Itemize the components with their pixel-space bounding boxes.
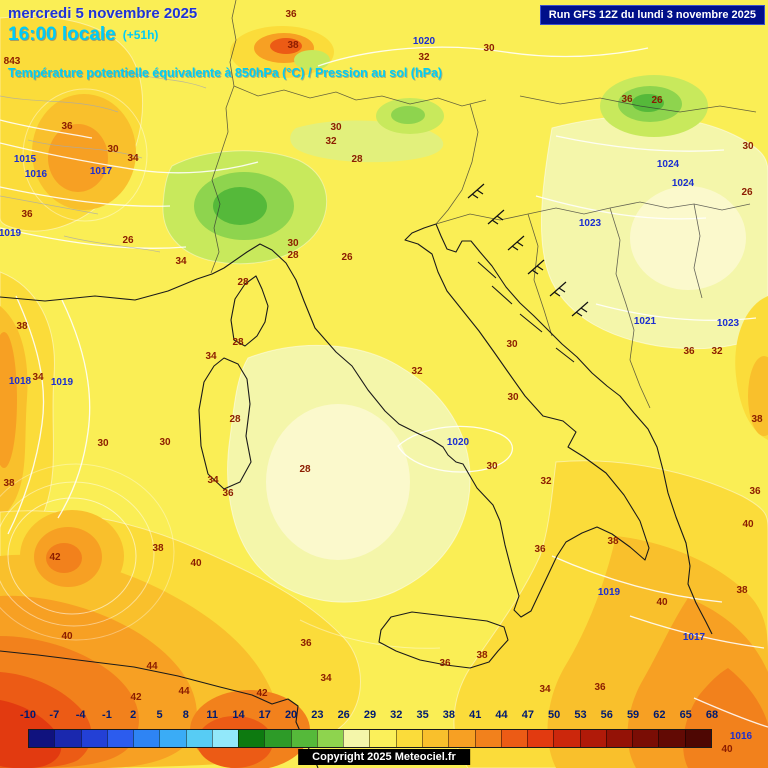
admin-lines bbox=[0, 69, 207, 253]
scale-cell bbox=[658, 730, 685, 747]
scale-tick: 62 bbox=[653, 709, 666, 721]
scale-tick: 35 bbox=[416, 709, 429, 721]
scale-tick: 29 bbox=[363, 709, 377, 721]
contour-rings bbox=[0, 88, 441, 649]
header-offset: (+51h) bbox=[122, 28, 159, 42]
scale-cell bbox=[159, 730, 186, 747]
header-date: mercredi 5 novembre 2025 bbox=[8, 5, 198, 22]
scale-tick: 14 bbox=[232, 709, 245, 721]
scale-tick: 65 bbox=[679, 709, 692, 721]
scale-cell bbox=[133, 730, 160, 747]
wind-barb-icons bbox=[467, 183, 589, 317]
scale-tick: 56 bbox=[600, 709, 613, 721]
scale-tick: 8 bbox=[182, 709, 189, 721]
scale-tick: 2 bbox=[130, 709, 137, 721]
scale-tick: 41 bbox=[469, 709, 482, 721]
scale-cell bbox=[54, 730, 81, 747]
scale-tick: 26 bbox=[337, 709, 350, 721]
scale-tick: 23 bbox=[311, 709, 324, 721]
run-info-badge: Run GFS 12Z du lundi 3 novembre 2025 bbox=[539, 5, 765, 25]
scale-cell bbox=[29, 730, 55, 747]
scale-tick: 44 bbox=[495, 709, 508, 721]
scale-cell bbox=[80, 730, 107, 747]
header-time: 16:00 locale bbox=[8, 24, 116, 45]
scale-tick: 20 bbox=[284, 709, 298, 721]
scale-cell bbox=[605, 730, 633, 747]
scale-tick: -7 bbox=[49, 709, 60, 721]
scale-tick: 53 bbox=[574, 709, 587, 721]
scale-tick: 38 bbox=[442, 709, 456, 721]
scale-cell bbox=[632, 730, 659, 747]
scale-tick: 32 bbox=[390, 709, 403, 721]
scale-tick: -1 bbox=[102, 709, 112, 721]
scale-tick: 47 bbox=[521, 709, 534, 721]
scale-tick: 50 bbox=[548, 709, 561, 721]
scale-cell bbox=[106, 730, 134, 747]
header-time-line: 16:00 locale (+51h) bbox=[8, 24, 158, 46]
scale-cell bbox=[316, 730, 344, 747]
scale-cell bbox=[343, 730, 370, 747]
scale-tick: -10 bbox=[20, 709, 36, 721]
scale-cell bbox=[448, 730, 475, 747]
scale-tick: 5 bbox=[156, 709, 163, 721]
scale-cell bbox=[211, 730, 239, 747]
scale-cell bbox=[421, 730, 449, 747]
scale-cell bbox=[369, 730, 396, 747]
map-subtitle: Température potentielle équivalente à 85… bbox=[8, 66, 443, 80]
scale-tick: 59 bbox=[626, 709, 640, 721]
scale-cell bbox=[684, 730, 711, 747]
scale-tick: 11 bbox=[206, 709, 218, 721]
scale-cell bbox=[238, 730, 265, 747]
scale-cell bbox=[553, 730, 580, 747]
country-borders bbox=[210, 0, 757, 409]
copyright: Copyright 2025 Meteociel.fr bbox=[298, 749, 470, 765]
scale-cell bbox=[579, 730, 606, 747]
scale-cell bbox=[474, 730, 501, 747]
scale-cell bbox=[264, 730, 291, 747]
scale-cell bbox=[500, 730, 528, 747]
scale-cell bbox=[290, 730, 317, 747]
scale-cell bbox=[527, 730, 554, 747]
scale-tick: 68 bbox=[705, 709, 719, 721]
scale-tick: 17 bbox=[258, 709, 271, 721]
scale-cell bbox=[395, 730, 422, 747]
scale-tick: -4 bbox=[75, 709, 86, 721]
isobar-lines bbox=[0, 46, 768, 728]
color-scale-bar bbox=[28, 729, 712, 748]
scale-ticks: -10 -7 -4 -1 2 5 8 11 14 17 20 23 26 29 32 35 38 41 44 47 50… bbox=[20, 709, 718, 724]
scale-cell bbox=[185, 730, 212, 747]
